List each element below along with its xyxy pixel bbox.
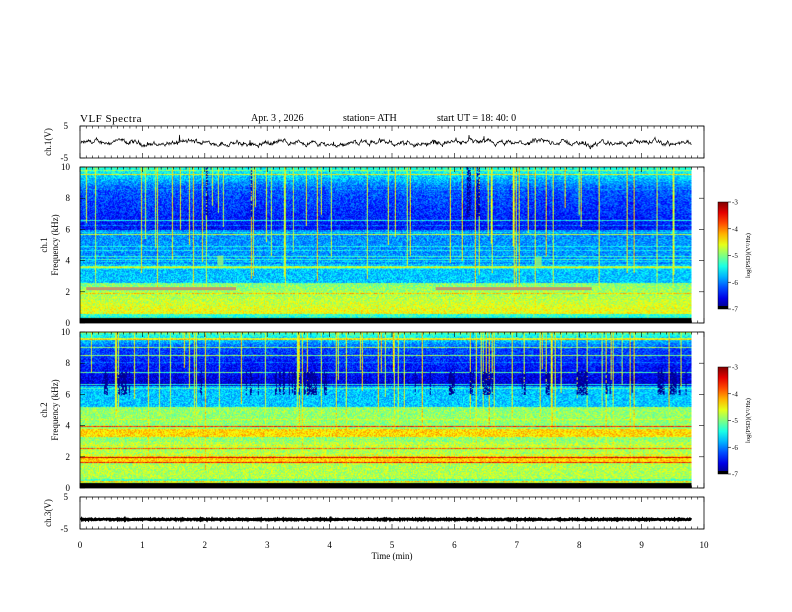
y-tick-label: 2 <box>66 287 71 297</box>
y-tick-label: -5 <box>61 153 69 163</box>
emission-spot-2 <box>217 255 224 266</box>
y-tick-label: 6 <box>66 224 71 234</box>
y-tick-label: 4 <box>66 421 71 431</box>
y-tick-label: 4 <box>66 256 71 266</box>
emission-spot-3 <box>535 257 542 268</box>
y-tick-label: 8 <box>66 358 71 368</box>
x-tick-label: 1 <box>140 540 145 550</box>
ch2-spectrogram-panel: 0 2 4 6 8 10 ch.2 Frequency (kHz) <box>39 327 705 493</box>
y-tick-label: 5 <box>64 121 69 131</box>
colorbar-gradient <box>717 201 729 310</box>
colorbar-tick-label: -7 <box>732 471 738 479</box>
colorbar-tick-label: -7 <box>732 306 738 314</box>
start-ut-label: start UT = 18: 40: 0 <box>437 113 517 124</box>
waveform-trace <box>80 134 692 150</box>
y-tick-label: 0 <box>66 483 71 493</box>
x-tick-label: 9 <box>639 540 644 550</box>
ch3-waveform-panel: 5 -5 ch.3(V) <box>43 492 705 534</box>
y-axis-label: ch.3(V) <box>43 499 53 527</box>
colorbar-tick-label: -4 <box>732 225 738 233</box>
x-axis-label: Time (min) <box>372 551 413 561</box>
y-axis-label: ch.1(V) <box>43 128 53 156</box>
y-tick-label: 10 <box>61 327 71 337</box>
colorbar-floor <box>718 306 728 309</box>
y-axis-label: Frequency (kHz) <box>50 379 60 440</box>
colorbar-tick-label: -6 <box>732 444 738 452</box>
ch1-spectrogram-panel: 0 2 4 6 8 10 ch.1 Frequency (kHz) <box>39 162 705 328</box>
colorbar-floor <box>718 471 728 474</box>
ch1-waveform-panel: 5 -5 ch.1(V) <box>43 121 705 163</box>
colorbar-tick-label: -6 <box>732 279 738 287</box>
ch1-colorbar: -3 -4 -5 -6 -7 log(PSD)(V²/Hz) <box>717 199 752 314</box>
y-tick-label: 2 <box>66 452 71 462</box>
colorbar-label: log(PSD)(V²/Hz) <box>745 398 752 443</box>
colorbar-label: log(PSD)(V²/Hz) <box>745 233 752 278</box>
y-tick-label: 8 <box>66 193 71 203</box>
y-tick-label: 10 <box>61 162 71 172</box>
whistler-band-1 <box>435 287 592 291</box>
x-tick-label: 10 <box>700 540 710 550</box>
y-axis-label: Frequency (kHz) <box>50 214 60 275</box>
waveform-trace <box>79 515 693 523</box>
x-tick-label: 8 <box>577 540 582 550</box>
colorbar-tick-label: -5 <box>732 417 738 425</box>
y-tick-label: 0 <box>66 318 71 328</box>
x-tick-label: 0 <box>78 540 83 550</box>
y-axis-channel-label: ch.2 <box>39 402 49 417</box>
colorbar-tick-label: -3 <box>732 199 738 207</box>
x-tick-label: 2 <box>203 540 208 550</box>
time-axis: 0 1 2 3 4 5 6 7 8 9 10 Time (min) <box>78 540 709 561</box>
y-tick-label: 6 <box>66 389 71 399</box>
x-tick-label: 6 <box>452 540 457 550</box>
colorbar-tick-label: -4 <box>732 390 738 398</box>
colorbar-gradient <box>717 366 729 475</box>
station-label: station= ATH <box>343 113 397 124</box>
colorbar-tick-label: -3 <box>732 364 738 372</box>
spectrogram-image <box>80 332 692 488</box>
x-tick-label: 5 <box>390 540 395 550</box>
y-tick-label: 5 <box>64 492 69 502</box>
ch2-colorbar: -3 -4 -5 -6 -7 log(PSD)(V²/Hz) <box>717 364 752 479</box>
x-tick-label: 4 <box>327 540 332 550</box>
recording-date: Apr. 3 , 2026 <box>251 113 304 124</box>
figure-title: VLF Spectra <box>80 113 143 125</box>
colorbar-tick-label: -5 <box>732 252 738 260</box>
x-tick-label: 3 <box>265 540 270 550</box>
spectrogram-image <box>80 167 692 323</box>
whistler-band-0 <box>86 287 237 291</box>
y-tick-label: -5 <box>61 524 69 534</box>
y-axis-channel-label: ch.1 <box>39 237 49 252</box>
x-tick-label: 7 <box>515 540 520 550</box>
